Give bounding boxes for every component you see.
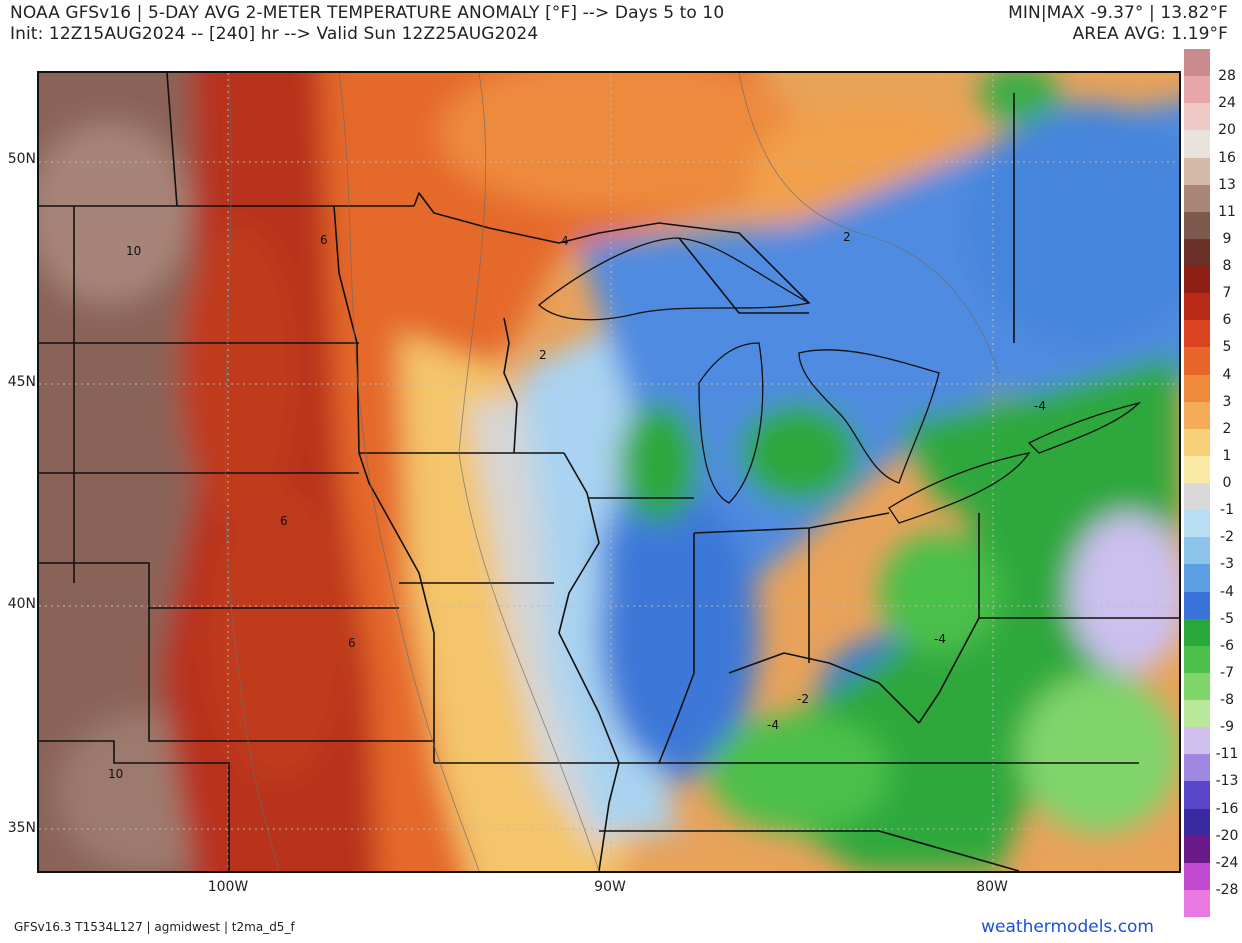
contour-label: -4 — [1034, 399, 1046, 413]
colorbar-swatch — [1184, 618, 1210, 646]
colorbar-label: 16 — [1218, 149, 1236, 166]
colorbar-label: 2 — [1222, 420, 1232, 437]
contour-label: -2 — [797, 692, 809, 706]
colorbar-label: 3 — [1222, 393, 1232, 410]
colorbar-swatch — [1184, 754, 1210, 782]
colorbar-label: 9 — [1222, 230, 1232, 247]
contour-label: 6 — [348, 636, 356, 650]
colorbar-swatch — [1184, 238, 1210, 266]
lon-label-90w: 90W — [594, 879, 626, 895]
colorbar-swatch — [1184, 808, 1210, 836]
colorbar-label: 4 — [1222, 366, 1232, 383]
colorbar-swatch — [1184, 184, 1210, 212]
colorbar-swatch — [1184, 293, 1210, 321]
source-link[interactable]: weathermodels.com — [981, 917, 1154, 937]
colorbar-swatch — [1184, 483, 1210, 511]
colorbar-label: 6 — [1222, 312, 1232, 329]
colorbar-swatch — [1184, 130, 1210, 158]
colorbar-label: -3 — [1220, 556, 1234, 573]
colorbar-swatch — [1184, 211, 1210, 239]
lat-label-50n: 50N — [7, 151, 36, 167]
colorbar-swatch — [1184, 157, 1210, 185]
min-max-readout: MIN|MAX -9.37° | 13.82°F — [1008, 3, 1228, 23]
anomaly-map[interactable]: 10 6 4 2 2 6 6 10 -2 -4 -4 -4 — [37, 71, 1181, 873]
colorbar-swatch — [1184, 537, 1210, 565]
colorbar-swatch — [1184, 455, 1210, 483]
colorbar-swatch — [1184, 862, 1210, 890]
colorbar-swatch — [1184, 428, 1210, 456]
colorbar-swatch — [1184, 591, 1210, 619]
colorbar-swatch — [1184, 103, 1210, 131]
lon-label-80w: 80W — [976, 879, 1008, 895]
colorbar-swatch — [1184, 374, 1210, 402]
contour-label: -4 — [934, 632, 946, 646]
map-title: NOAA GFSv16 | 5-DAY AVG 2-METER TEMPERAT… — [10, 3, 724, 45]
contour-label: 6 — [320, 233, 328, 247]
contour-label: 4 — [561, 234, 569, 248]
lat-label-45n: 45N — [7, 374, 36, 390]
colorbar-swatch — [1184, 401, 1210, 429]
colorbar-swatch — [1184, 76, 1210, 104]
contour-label: 2 — [539, 348, 547, 362]
colorbar-label: -4 — [1220, 583, 1234, 600]
colorbar-label: 1 — [1222, 447, 1232, 464]
model-info: GFSv16.3 T1534L127 | agmidwest | t2ma_d5… — [14, 920, 295, 934]
colorbar-swatch — [1184, 510, 1210, 538]
colorbar-swatch — [1184, 266, 1210, 294]
colorbar-label: -20 — [1215, 827, 1239, 844]
colorbar-swatch — [1184, 727, 1210, 755]
colorbar-swatch — [1184, 347, 1210, 375]
lat-label-35n: 35N — [7, 820, 36, 836]
colorbar-label: -24 — [1215, 854, 1239, 871]
colorbar-label: -16 — [1215, 800, 1239, 817]
contour-label: 6 — [280, 514, 288, 528]
colorbar-label: 24 — [1218, 95, 1236, 112]
colorbar-swatch — [1184, 564, 1210, 592]
colorbar-label: 11 — [1218, 203, 1236, 220]
contour-label: 10 — [108, 767, 123, 781]
colorbar-label: -6 — [1220, 637, 1234, 654]
colorbar-label: 20 — [1218, 122, 1236, 139]
colorbar-swatch — [1184, 645, 1210, 673]
colorbar-label: -7 — [1220, 664, 1234, 681]
colorbar-label: -13 — [1215, 773, 1239, 790]
colorbar-label: -9 — [1220, 719, 1234, 736]
colorbar-label: -8 — [1220, 692, 1234, 708]
colorbar-label: -1 — [1220, 502, 1234, 519]
map-stats: MIN|MAX -9.37° | 13.82°F AREA AVG: 1.19°… — [1008, 3, 1228, 45]
colorbar-swatch — [1184, 700, 1210, 728]
lon-label-100w: 100W — [207, 879, 249, 895]
colorbar-label: -2 — [1220, 529, 1234, 546]
lat-label-40n: 40N — [7, 596, 36, 612]
colorbar-label: -28 — [1215, 881, 1239, 898]
colorbar-label: 7 — [1222, 285, 1232, 302]
contour-label: 2 — [843, 230, 851, 244]
contour-label: -4 — [767, 718, 779, 732]
colorbar-label: 28 — [1218, 68, 1236, 85]
title-line-2: Init: 12Z15AUG2024 -- [240] hr --> Valid… — [10, 24, 539, 44]
colorbar-label: 13 — [1218, 176, 1236, 193]
colorbar-label: 8 — [1222, 258, 1232, 274]
contour-label: 10 — [126, 244, 141, 258]
colorbar — [1184, 49, 1210, 917]
area-avg-readout: AREA AVG: 1.19°F — [1072, 24, 1228, 44]
colorbar-swatch — [1184, 320, 1210, 348]
colorbar-label: 5 — [1222, 339, 1232, 356]
colorbar-label: -5 — [1220, 610, 1234, 627]
anomaly-map-canvas: 10 6 4 2 2 6 6 10 -2 -4 -4 -4 — [39, 73, 1179, 871]
colorbar-label: 0 — [1222, 475, 1232, 491]
colorbar-label: -11 — [1215, 746, 1239, 763]
title-line-1: NOAA GFSv16 | 5-DAY AVG 2-METER TEMPERAT… — [10, 3, 725, 23]
colorbar-swatch — [1184, 672, 1210, 700]
colorbar-swatch — [1184, 781, 1210, 809]
colorbar-swatch — [1184, 49, 1210, 77]
colorbar-swatch — [1184, 835, 1210, 863]
colorbar-swatch — [1184, 889, 1210, 917]
